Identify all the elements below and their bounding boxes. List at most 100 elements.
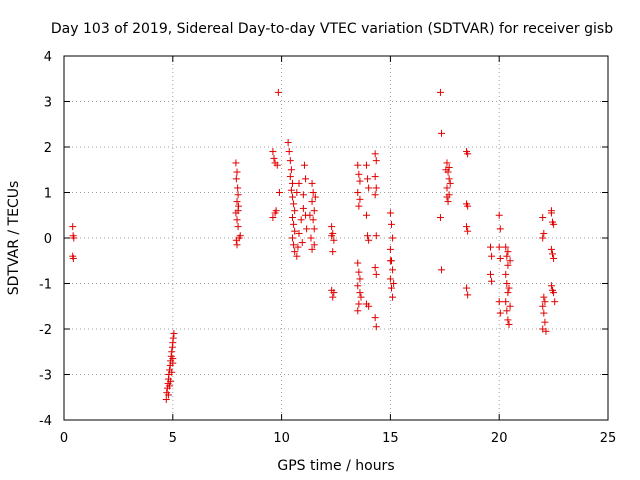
data-point <box>386 209 394 217</box>
data-point <box>436 214 444 222</box>
data-point <box>495 243 503 251</box>
data-point <box>169 334 177 342</box>
data-point <box>550 254 558 262</box>
data-point <box>236 232 244 240</box>
data-point <box>446 179 454 187</box>
data-points <box>69 88 559 404</box>
data-point <box>550 289 558 297</box>
data-point <box>303 225 311 233</box>
data-point <box>355 268 363 276</box>
data-point <box>445 175 453 183</box>
data-point <box>270 154 278 162</box>
data-point <box>272 207 280 215</box>
data-point <box>170 330 178 338</box>
data-point <box>290 220 298 228</box>
data-point <box>295 179 303 187</box>
data-point <box>550 220 558 228</box>
data-point <box>364 175 372 183</box>
data-point <box>371 314 379 322</box>
data-point <box>295 229 303 237</box>
data-point <box>372 270 380 278</box>
data-point <box>390 280 398 287</box>
data-point <box>495 211 503 219</box>
data-point <box>269 148 277 156</box>
data-point <box>310 241 318 249</box>
data-point <box>443 159 451 167</box>
data-point <box>547 282 555 290</box>
data-point <box>330 236 338 244</box>
data-point <box>294 243 302 251</box>
data-point <box>445 163 453 171</box>
data-point <box>506 257 514 265</box>
data-point <box>502 270 510 278</box>
data-point <box>299 191 307 199</box>
data-point <box>70 234 78 242</box>
data-point <box>386 245 394 253</box>
data-point <box>273 161 281 169</box>
data-point <box>357 293 365 301</box>
data-point <box>496 225 504 233</box>
data-point <box>291 248 299 256</box>
y-tick-label: -3 <box>39 369 52 384</box>
data-point <box>505 284 513 292</box>
data-point <box>389 266 397 274</box>
data-point <box>300 161 308 169</box>
data-point <box>438 266 446 274</box>
data-point <box>463 223 471 231</box>
data-point <box>551 298 559 306</box>
y-tick-label: 4 <box>44 50 52 65</box>
data-point <box>372 232 380 240</box>
data-point <box>288 234 296 242</box>
data-point <box>505 320 513 328</box>
data-point <box>298 239 306 247</box>
data-point <box>371 264 379 272</box>
data-point <box>502 243 510 251</box>
data-point <box>309 216 317 224</box>
data-point <box>168 348 176 356</box>
data-point <box>443 193 451 201</box>
data-point <box>169 359 177 367</box>
data-point <box>365 302 373 310</box>
data-point <box>356 289 364 297</box>
data-point <box>355 300 363 308</box>
data-point <box>504 316 512 324</box>
data-point <box>234 184 242 192</box>
data-point <box>504 261 512 269</box>
data-point <box>539 302 547 310</box>
data-point <box>387 220 395 228</box>
data-point <box>328 232 336 240</box>
data-point <box>354 161 362 169</box>
data-point <box>386 257 394 265</box>
data-point <box>362 211 370 219</box>
data-point <box>356 177 364 185</box>
data-point <box>438 129 446 137</box>
data-point <box>291 227 299 235</box>
data-point <box>274 88 282 96</box>
data-point <box>386 275 394 283</box>
data-point <box>356 275 364 283</box>
data-point <box>287 186 295 194</box>
data-point <box>496 309 504 317</box>
data-point <box>302 175 310 183</box>
data-point <box>372 184 380 192</box>
data-point <box>540 293 548 301</box>
data-point <box>311 193 319 201</box>
data-point <box>355 170 363 178</box>
data-point <box>365 236 373 244</box>
chart-title: Day 103 of 2019, Sidereal Day-to-day VTE… <box>51 21 613 37</box>
data-point <box>329 293 337 301</box>
data-point <box>496 254 504 262</box>
data-point <box>306 211 314 219</box>
data-point <box>307 234 315 242</box>
y-tick-label: -4 <box>39 414 52 429</box>
data-point <box>232 175 240 183</box>
data-point <box>549 250 557 258</box>
data-point <box>464 150 472 158</box>
data-point <box>371 191 379 199</box>
x-axis-label: GPS time / hours <box>277 458 394 474</box>
data-point <box>364 232 372 240</box>
data-point <box>372 157 380 165</box>
data-point <box>542 327 550 335</box>
data-point <box>547 245 555 253</box>
data-point <box>299 204 307 212</box>
